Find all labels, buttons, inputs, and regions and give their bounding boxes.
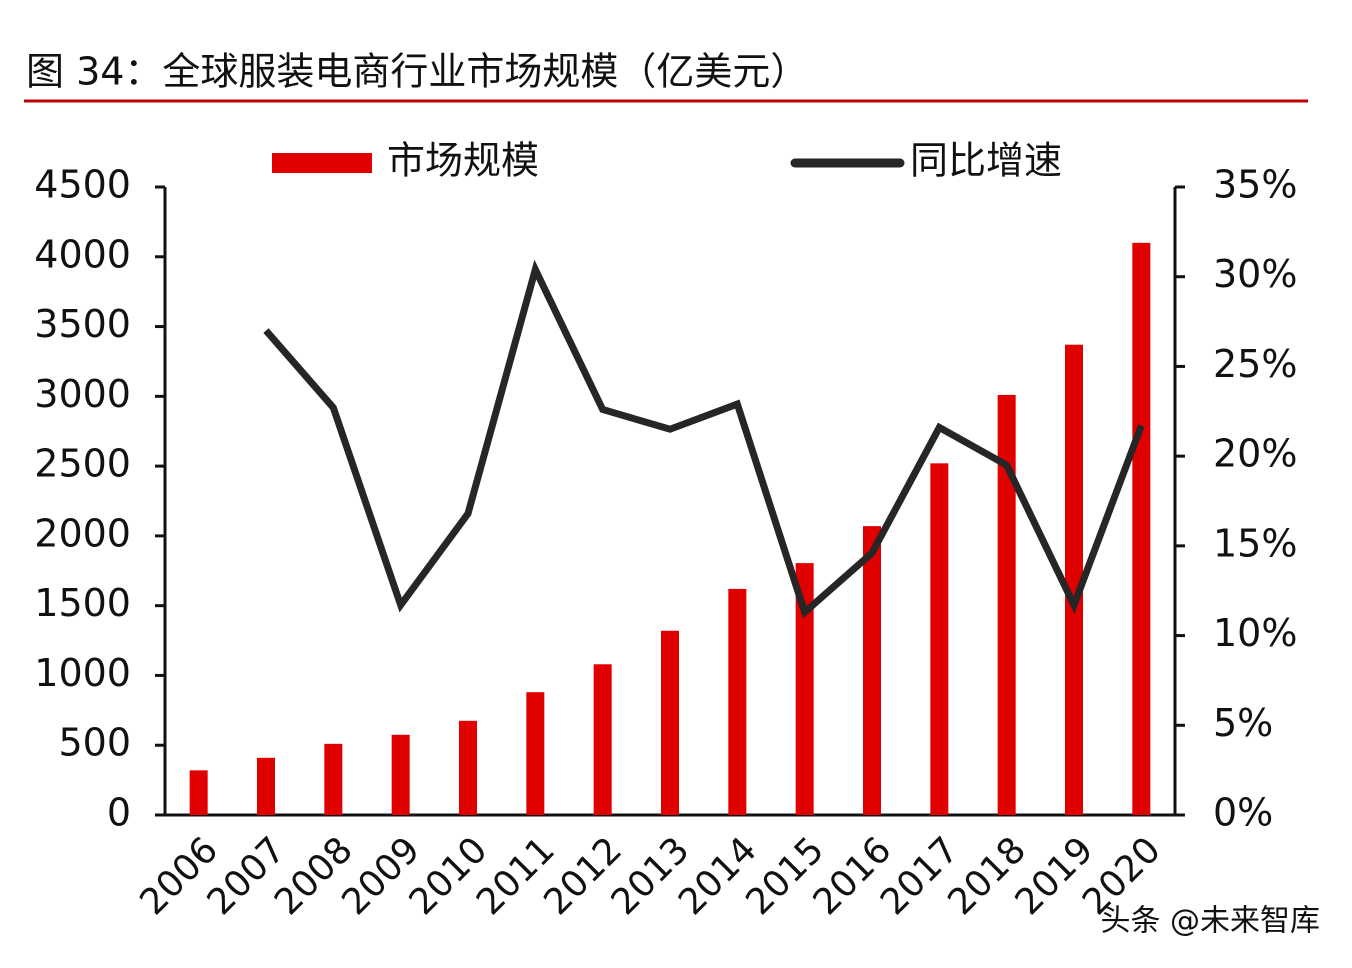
bar bbox=[257, 757, 275, 815]
x-tick-label: 2018 bbox=[940, 829, 1034, 923]
bar bbox=[1132, 242, 1151, 816]
legend-label: 同比增速 bbox=[910, 139, 1062, 183]
y2-tick-label: 20% bbox=[1213, 432, 1297, 476]
x-tick-label: 2011 bbox=[469, 829, 563, 923]
bar bbox=[661, 630, 679, 815]
y2-tick-label: 0% bbox=[1213, 791, 1273, 835]
x-tick-label: 2007 bbox=[200, 829, 294, 923]
y2-tick-label: 30% bbox=[1213, 252, 1297, 296]
x-tick-label: 2012 bbox=[536, 829, 630, 923]
y-tick-label: 4000 bbox=[34, 232, 131, 276]
y-tick-label: 500 bbox=[58, 721, 131, 765]
y-tick-label: 1500 bbox=[34, 581, 131, 625]
y-tick-label: 3500 bbox=[34, 302, 131, 346]
bar bbox=[189, 770, 208, 815]
chart-title: 图 34：全球服装电商行业市场规模（亿美元） bbox=[26, 50, 808, 94]
y-tick-label: 1000 bbox=[34, 651, 131, 695]
bar bbox=[324, 743, 343, 815]
x-tick-label: 2010 bbox=[402, 829, 496, 923]
legend-swatch bbox=[272, 153, 372, 173]
y2-tick-label: 35% bbox=[1213, 163, 1297, 207]
y2-tick-label: 15% bbox=[1213, 521, 1297, 565]
y2-tick-label: 25% bbox=[1213, 342, 1297, 386]
y2-tick-label: 10% bbox=[1213, 611, 1297, 655]
x-tick-label: 2016 bbox=[806, 829, 900, 923]
bar bbox=[526, 692, 545, 815]
x-tick-label: 2017 bbox=[873, 829, 967, 923]
bar bbox=[863, 526, 881, 815]
bar bbox=[795, 563, 814, 815]
x-tick-label: 2009 bbox=[334, 829, 428, 923]
y-tick-label: 0 bbox=[107, 791, 131, 835]
x-tick-label: 2015 bbox=[738, 829, 832, 923]
x-tick-label: 2008 bbox=[267, 829, 361, 923]
bar bbox=[1065, 344, 1083, 815]
x-tick-label: 2014 bbox=[671, 829, 765, 923]
y-tick-label: 4500 bbox=[34, 163, 131, 207]
x-tick-label: 2006 bbox=[132, 829, 226, 923]
bar bbox=[459, 720, 477, 815]
bar bbox=[728, 588, 747, 815]
y2-tick-label: 5% bbox=[1213, 701, 1273, 745]
bar bbox=[930, 463, 949, 815]
bar bbox=[391, 734, 410, 815]
line bbox=[263, 259, 1145, 619]
y-tick-label: 2000 bbox=[34, 511, 131, 555]
watermark: 头条 @未来智库 bbox=[1100, 904, 1320, 939]
x-tick-label: 2013 bbox=[604, 829, 698, 923]
y-tick-label: 2500 bbox=[34, 442, 131, 486]
x-tick-label: 2019 bbox=[1008, 829, 1102, 923]
bar bbox=[593, 664, 612, 815]
y-tick-label: 3000 bbox=[34, 372, 131, 416]
bar bbox=[997, 394, 1016, 815]
legend-label: 市场规模 bbox=[387, 139, 539, 183]
